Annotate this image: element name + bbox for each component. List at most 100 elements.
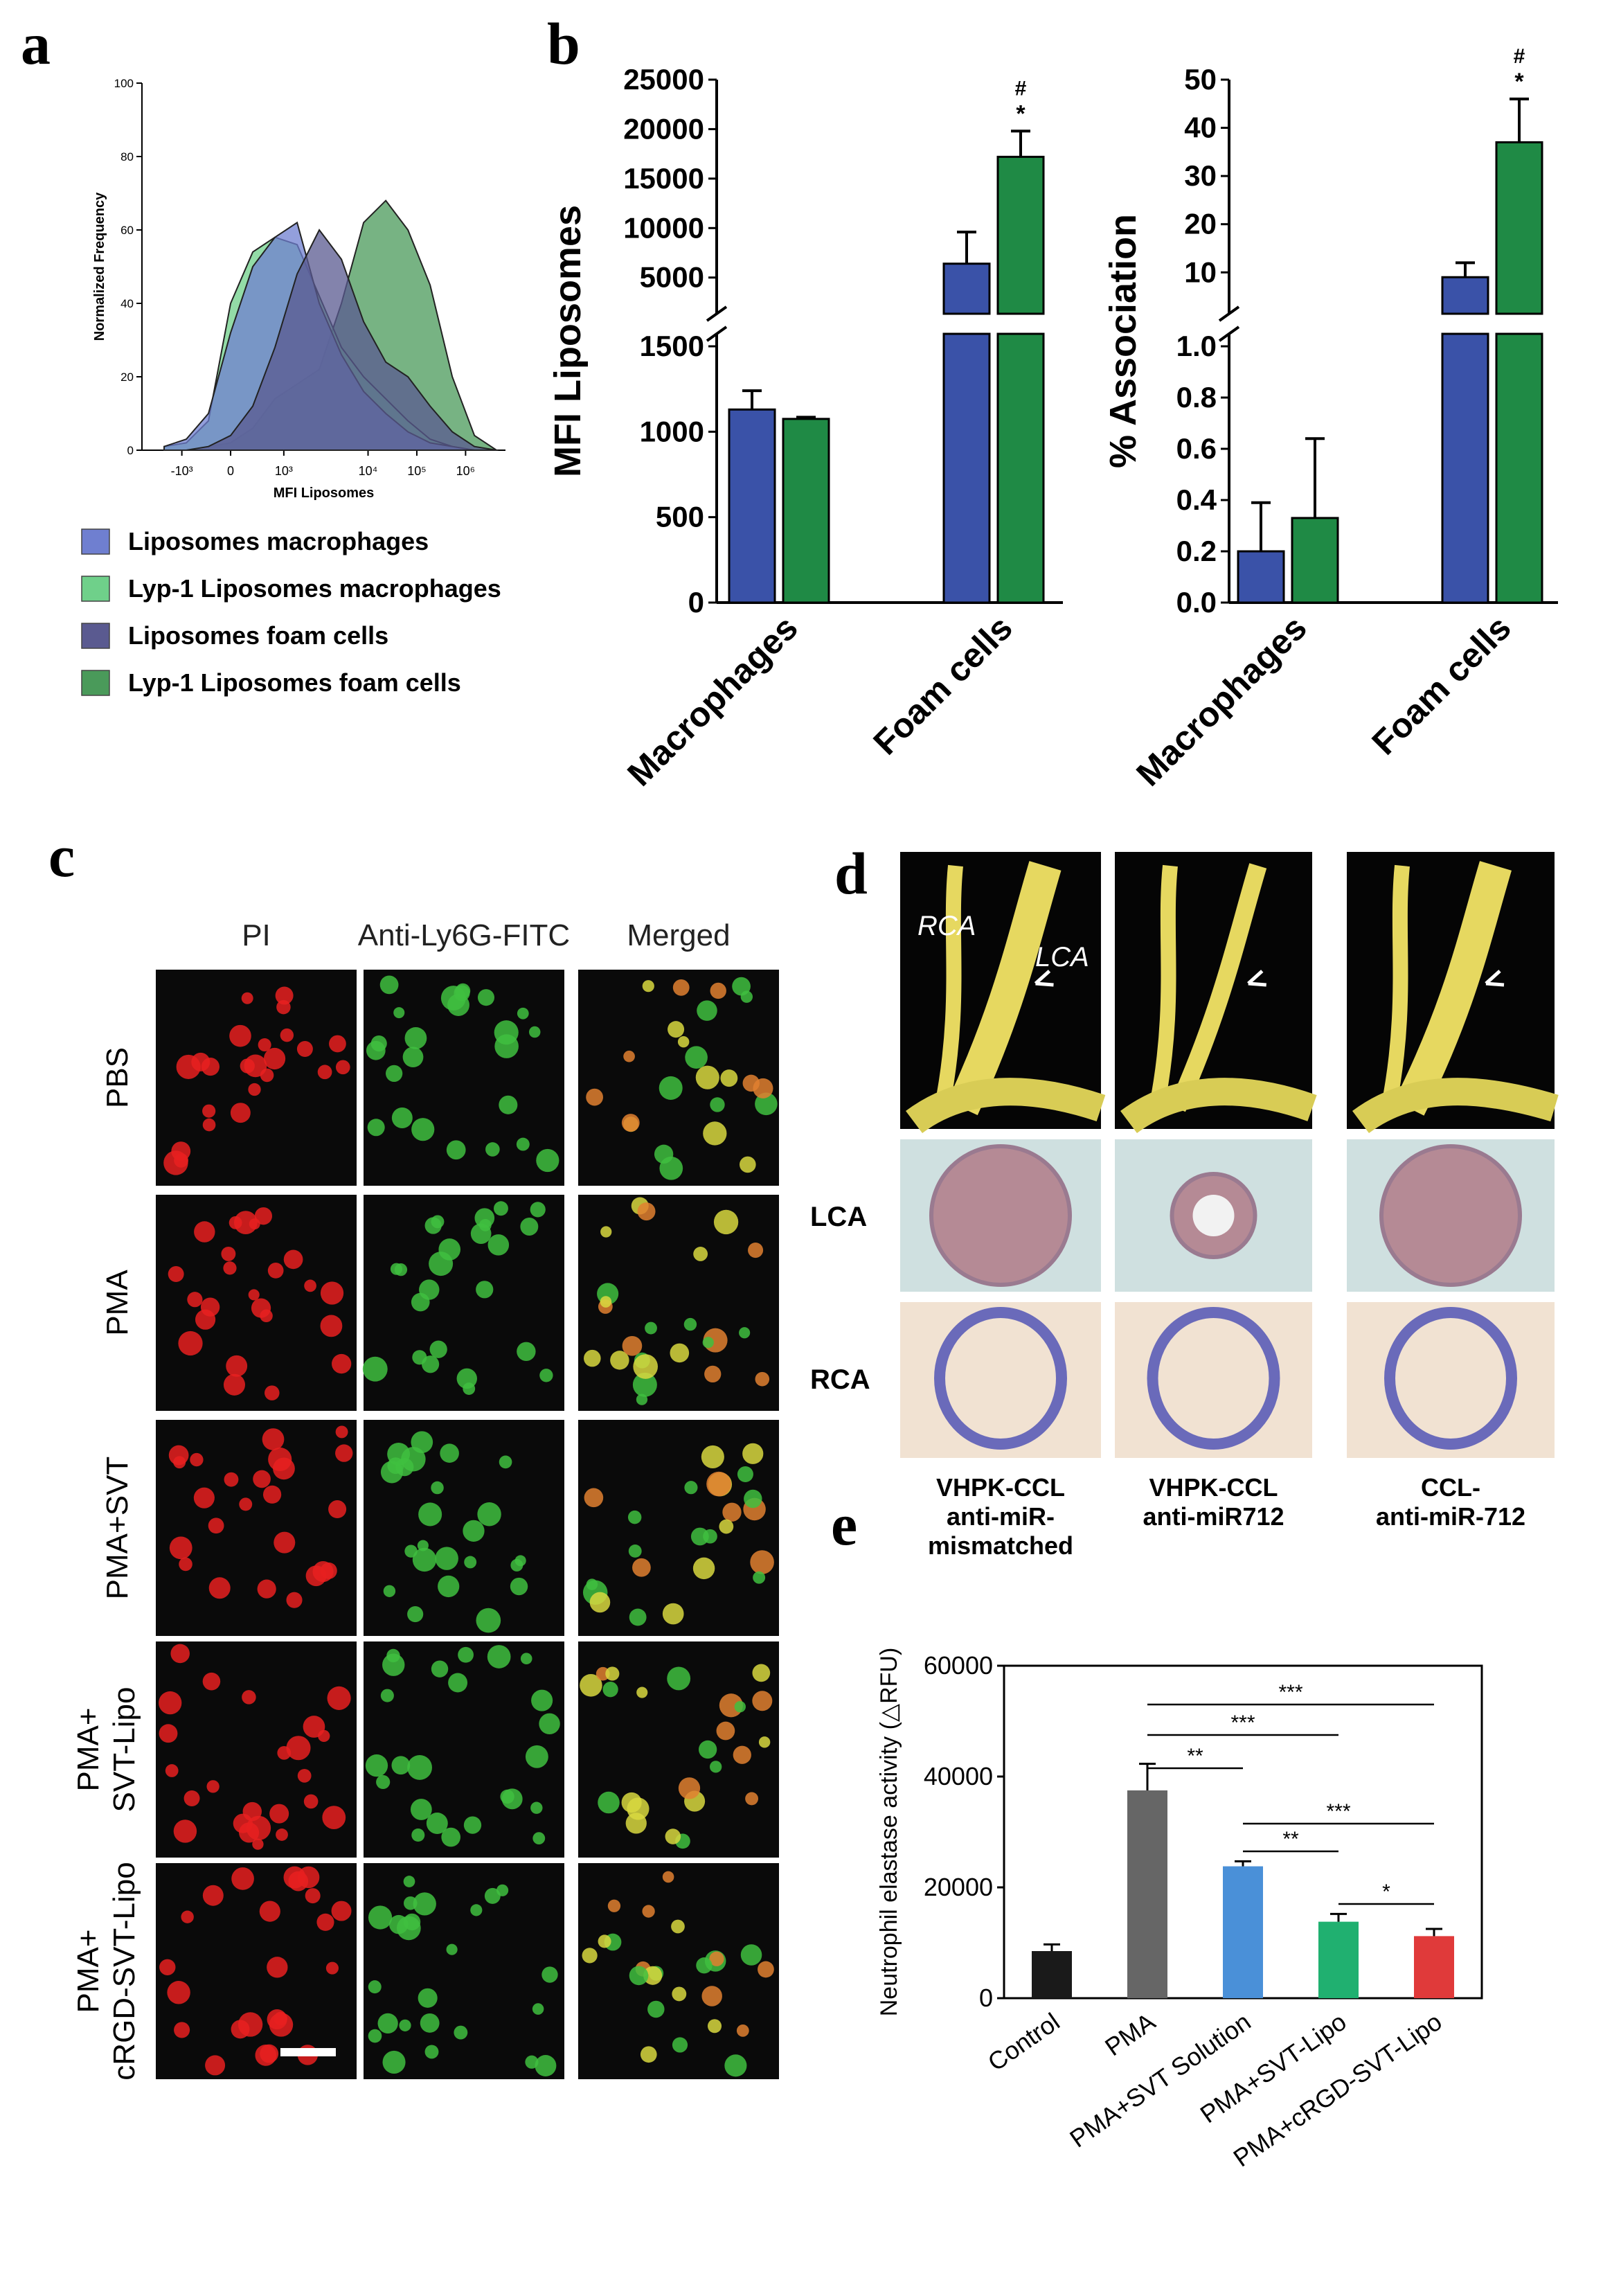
cell bbox=[265, 1385, 280, 1400]
cell bbox=[530, 1801, 543, 1814]
cell bbox=[286, 1736, 311, 1761]
cell bbox=[376, 1774, 391, 1790]
cell bbox=[391, 1756, 411, 1775]
cell bbox=[173, 1819, 197, 1843]
panel-b-left-chart: 5000 10000 15000 20000 25000 0 500 1000 1500 MFI … bbox=[547, 63, 1063, 794]
column-label: PI bbox=[242, 918, 271, 952]
cell bbox=[403, 1876, 415, 1887]
panel-label-c: c bbox=[48, 823, 75, 889]
cell bbox=[269, 1804, 289, 1824]
micrograph-tile bbox=[156, 1420, 357, 1636]
legend-entry: Liposomes macrophages bbox=[128, 527, 429, 555]
cell bbox=[685, 1046, 708, 1069]
cell bbox=[520, 1653, 532, 1665]
y-tick-label: 20 bbox=[120, 371, 134, 384]
artery-lca bbox=[1169, 863, 1267, 1112]
cell bbox=[539, 1369, 553, 1382]
cell bbox=[193, 1487, 215, 1509]
cell bbox=[670, 1343, 690, 1363]
cell bbox=[404, 1896, 418, 1910]
cell bbox=[252, 1838, 264, 1850]
cell bbox=[316, 1913, 334, 1931]
rca-section-image bbox=[1347, 1302, 1555, 1458]
cell bbox=[251, 1298, 271, 1318]
column-label: VHPK-CCL anti-miR-mismatched bbox=[928, 1473, 1073, 1560]
y-tick-label: 50 bbox=[1184, 63, 1217, 96]
artery-rca bbox=[1149, 864, 1178, 1110]
cell bbox=[698, 1740, 717, 1759]
cell bbox=[742, 1443, 764, 1464]
x-tick-label: 10⁶ bbox=[456, 464, 475, 478]
cell bbox=[510, 1558, 523, 1572]
cell bbox=[159, 1691, 182, 1715]
cell bbox=[541, 1966, 558, 1983]
cell bbox=[598, 1934, 611, 1948]
bar bbox=[782, 418, 830, 604]
cell bbox=[413, 1892, 436, 1916]
cell bbox=[625, 1813, 647, 1834]
y-tick-label: 10000 bbox=[623, 211, 704, 244]
cell bbox=[441, 1827, 461, 1847]
cell bbox=[303, 1794, 319, 1809]
column-label: VHPK-CCL anti-miR712 bbox=[1143, 1473, 1284, 1531]
cell bbox=[328, 1500, 347, 1519]
cell bbox=[525, 1745, 548, 1768]
cell bbox=[312, 1561, 334, 1583]
cell bbox=[487, 1234, 510, 1256]
cell bbox=[485, 1142, 500, 1157]
cell bbox=[240, 1058, 255, 1074]
y-axis-label: Normalized Frequency bbox=[92, 192, 107, 341]
axis-break bbox=[1218, 305, 1240, 322]
cell bbox=[255, 2045, 277, 2066]
bar bbox=[996, 332, 1045, 604]
y-tick-label: 10 bbox=[1184, 256, 1217, 288]
cell bbox=[470, 1904, 483, 1916]
cell bbox=[385, 1065, 403, 1082]
cell bbox=[535, 2055, 557, 2076]
row-label: PBS bbox=[100, 1047, 134, 1108]
significance-hash: # bbox=[1514, 45, 1525, 68]
cell bbox=[683, 1317, 697, 1331]
cell bbox=[724, 2054, 747, 2077]
cell bbox=[435, 1547, 458, 1570]
cell bbox=[510, 1577, 528, 1596]
cell bbox=[629, 1966, 649, 1986]
cell bbox=[262, 1428, 285, 1450]
cell bbox=[722, 1502, 742, 1522]
significance-hash: # bbox=[1015, 77, 1027, 100]
y-tick-label: 0 bbox=[979, 1984, 993, 2012]
significance-label: *** bbox=[1278, 1681, 1302, 1704]
cell bbox=[429, 1340, 447, 1358]
cell bbox=[494, 1034, 519, 1058]
cell bbox=[208, 1577, 231, 1599]
x-tick-label: Macrophages bbox=[620, 608, 805, 794]
cell bbox=[695, 1065, 719, 1089]
cell bbox=[296, 1040, 313, 1057]
y-axis-label: MFI Liposomes bbox=[547, 205, 589, 477]
lca-cross-section bbox=[929, 1144, 1072, 1287]
cell bbox=[516, 1137, 530, 1151]
bar bbox=[1495, 141, 1543, 315]
bar bbox=[1237, 550, 1285, 604]
y-axis-label: % Association bbox=[1102, 214, 1144, 468]
legend-entry: Liposomes foam cells bbox=[128, 621, 388, 650]
cell bbox=[304, 1279, 316, 1292]
cell bbox=[734, 1700, 746, 1713]
cell bbox=[221, 1246, 236, 1261]
cell bbox=[454, 985, 470, 1002]
rca-cross-section bbox=[934, 1307, 1067, 1450]
cell bbox=[366, 1040, 386, 1060]
significance-star: * bbox=[1016, 100, 1026, 127]
panel-a-histogram: 0 20 40 60 80 100 -10³ 0 10³ 10⁴ 10⁵ 10⁶ MFI Liposom… bbox=[81, 77, 505, 697]
cell bbox=[629, 1608, 647, 1626]
cell bbox=[753, 1571, 766, 1584]
cell bbox=[190, 1452, 204, 1467]
legend-swatch bbox=[81, 623, 110, 649]
y-tick-label: 0.4 bbox=[1176, 483, 1217, 516]
cell bbox=[647, 2000, 665, 2018]
cell bbox=[499, 1095, 518, 1114]
cell bbox=[517, 1342, 536, 1361]
cell bbox=[239, 1822, 260, 1843]
y-tick-label: 100 bbox=[114, 77, 134, 90]
bar bbox=[1223, 1866, 1263, 1998]
